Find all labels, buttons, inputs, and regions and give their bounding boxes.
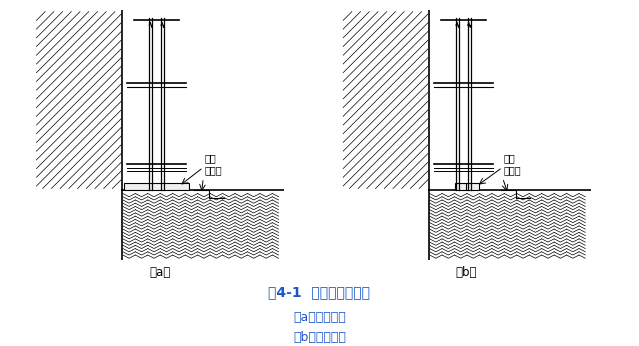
Text: （b）: （b） (456, 266, 477, 279)
Text: 图4-1  普通脚手架基底: 图4-1 普通脚手架基底 (268, 285, 371, 299)
Text: 垫木: 垫木 (204, 154, 217, 164)
Bar (125, 183, 189, 190)
Bar (123, 190, 284, 260)
Bar (429, 190, 591, 260)
Bar (342, 10, 429, 190)
Text: 垫木: 垫木 (504, 154, 516, 164)
Bar (466, 183, 479, 190)
Text: （b）顺铺垫板: （b）顺铺垫板 (293, 331, 346, 345)
Bar (35, 10, 123, 190)
Bar (455, 183, 467, 190)
Text: 排水沟: 排水沟 (204, 165, 222, 175)
Text: （a）: （a） (149, 266, 171, 279)
Text: （a）横铺垫板: （a）横铺垫板 (293, 311, 346, 325)
Text: 排水沟: 排水沟 (504, 165, 521, 175)
